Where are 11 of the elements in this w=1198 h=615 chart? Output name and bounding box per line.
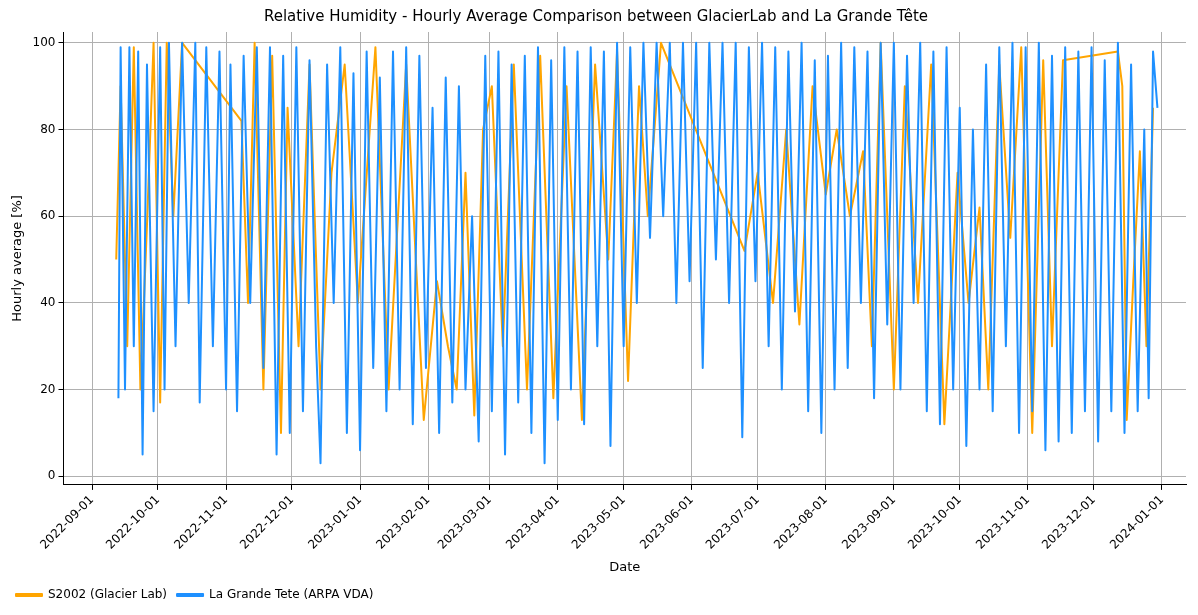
legend-label: La Grande Tete (ARPA VDA) xyxy=(209,587,374,602)
y-tick-label: 40 xyxy=(40,295,56,309)
legend-label: S2002 (Glacier Lab) xyxy=(48,587,168,602)
chart-title: Relative Humidity - Hourly Average Comparison between GlacierLab and La Grande Tête xyxy=(263,6,929,25)
y-tick-label: 0 xyxy=(47,468,56,483)
y-tick-label: 60 xyxy=(40,208,56,223)
y-tick-label: 80 xyxy=(40,121,56,136)
y-axis-title: Hourly average [%] xyxy=(9,195,25,322)
y-tick-label: 100 xyxy=(32,34,56,49)
y-tick-label: 20 xyxy=(40,381,56,396)
x-axis-title: Date xyxy=(609,558,641,574)
